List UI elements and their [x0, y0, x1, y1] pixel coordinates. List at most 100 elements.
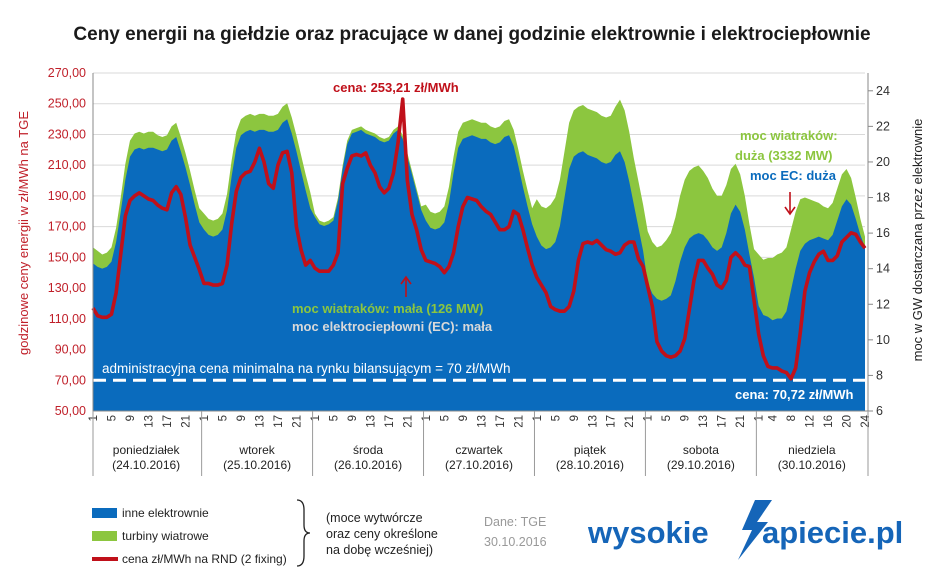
y-tick-right-label: 12 — [876, 297, 890, 311]
x-tick-label: 13 — [587, 415, 599, 428]
x-tick-label: 21 — [291, 415, 303, 428]
legend-brace — [296, 499, 311, 567]
x-tick-label: 1 — [310, 415, 322, 421]
y-axis-right-ticks: 6 8 10 12 14 16 18 20 22 24 — [868, 84, 890, 418]
legend: inne elektrownie turbiny wiatrowe cena z… — [92, 499, 438, 567]
y-tick-right-label: 18 — [876, 191, 890, 205]
x-tick-label: 1 — [643, 415, 655, 421]
x-tick-label: 17 — [717, 415, 729, 428]
y-tick-left-label: 130,00 — [48, 281, 86, 295]
x-tick-label: 9 — [680, 415, 692, 421]
day-name: wtorek — [238, 443, 275, 457]
x-tick-label: 9 — [236, 415, 248, 421]
logo: wysokie apiecie.pl — [587, 500, 903, 560]
min-price-line-label: administracyjna cena minimalna na rynku … — [102, 361, 511, 376]
day-name: sobota — [683, 443, 719, 457]
x-tick-label: 13 — [476, 415, 488, 428]
day-date: (27.10.2016) — [445, 458, 513, 472]
y-tick-right-label: 10 — [876, 333, 890, 347]
area-other-plants — [93, 119, 865, 411]
legend-item-1: inne elektrownie — [122, 506, 209, 520]
annotation-wind-small: moc wiatraków: mała (126 MW) — [292, 301, 483, 316]
x-tick-label: 17 — [495, 415, 507, 428]
legend-swatch-blue — [92, 508, 117, 518]
y-tick-left-label: 70,00 — [55, 373, 86, 387]
y-tick-right-label: 22 — [876, 119, 890, 133]
x-tick-label: 13 — [254, 415, 266, 428]
x-tick-label: 1 — [88, 415, 100, 421]
axes — [92, 73, 869, 412]
x-tick-label: 5 — [217, 415, 229, 421]
annotation-min-price: cena: 70,72 zł/MWh — [735, 387, 854, 402]
day-name: niedziela — [788, 443, 836, 457]
x-tick-label: 5 — [439, 415, 451, 421]
y-tick-left-label: 170,00 — [48, 220, 86, 234]
day-date: (29.10.2016) — [667, 458, 735, 472]
y-tick-right-label: 6 — [876, 404, 883, 418]
x-tick-label: 1 — [532, 415, 544, 421]
x-tick-label: 9 — [347, 415, 359, 421]
lightning-icon — [738, 500, 772, 560]
x-tick-label: 21 — [181, 415, 193, 428]
x-tick-label: 17 — [162, 415, 174, 428]
x-tick-label: 13 — [365, 415, 377, 428]
area-series — [93, 99, 865, 412]
x-tick-label: 17 — [273, 415, 285, 428]
y-tick-left-label: 50,00 — [55, 404, 86, 418]
chart-title: Ceny energii na giełdzie oraz pracujące … — [73, 24, 870, 45]
legend-item-3: cena zł/MWh na RND (2 fixing) — [122, 552, 287, 566]
y-tick-left-label: 270,00 — [48, 66, 86, 80]
source-label: Dane: TGE — [484, 515, 546, 529]
legend-note-2: oraz ceny określone — [326, 527, 438, 541]
day-labels: poniedziałek(24.10.2016) wtorek(25.10.201… — [92, 411, 869, 476]
logo-text-2: apiecie.pl — [762, 515, 903, 550]
legend-swatch-green — [92, 531, 117, 541]
y-tick-left-label: 190,00 — [48, 189, 86, 203]
day-name: środa — [353, 443, 383, 457]
arrow-up-icon — [400, 275, 412, 297]
y-tick-right-label: 8 — [876, 368, 883, 382]
x-tick-label: 9 — [458, 415, 470, 421]
day-name: poniedziałek — [113, 443, 181, 457]
y-tick-left-label: 90,00 — [55, 343, 86, 357]
y-tick-left-label: 250,00 — [48, 97, 86, 111]
x-tick-label: 21 — [624, 415, 636, 428]
day-date: (26.10.2016) — [334, 458, 402, 472]
y-tick-left-label: 110,00 — [49, 312, 86, 326]
y-tick-right-label: 14 — [876, 262, 890, 276]
x-tick-label: 5 — [328, 415, 340, 421]
annotation-ec-small: moc elektrociepłowni (EC): mała — [292, 319, 493, 334]
x-tick-label: 5 — [550, 415, 562, 421]
x-tick-label: 13 — [144, 415, 156, 428]
x-tick-label: 20 — [842, 415, 854, 428]
annotation-wind-large-1: moc wiatraków: — [740, 128, 838, 143]
x-axis-hour-ticks: 1 5 9 13 17 21 1 5 9 13 17 21 1 5 9 13 17 21 1 5 9 13 17 21 1 5 9 1… — [88, 414, 872, 427]
day-date: (24.10.2016) — [112, 458, 180, 472]
y-tick-left-label: 210,00 — [48, 158, 86, 172]
day-name: piątek — [574, 443, 607, 457]
legend-item-2: turbiny wiatrowe — [122, 529, 209, 543]
x-tick-label: 4 — [768, 414, 780, 421]
x-tick-label: 21 — [402, 415, 414, 428]
y-tick-left-label: 230,00 — [48, 127, 86, 141]
x-tick-label: 9 — [125, 415, 137, 421]
day-name: czwartek — [455, 443, 503, 457]
x-tick-label: 16 — [823, 415, 835, 428]
price-line-series — [91, 97, 867, 381]
logo-text-1: wysokie — [587, 515, 709, 550]
y-tick-right-label: 16 — [876, 226, 890, 240]
day-date: (30.10.2016) — [778, 458, 846, 472]
annotation-max-price: cena: 253,21 zł/MWh — [333, 80, 459, 95]
y-axis-left-ticks: 50,00 70,00 90,00 110,00 130,00 150,00 170,00 1… — [48, 66, 86, 418]
y-tick-right-label: 24 — [876, 84, 890, 98]
x-tick-label: 12 — [805, 415, 817, 428]
x-tick-label: 17 — [606, 415, 618, 428]
x-tick-label: 1 — [421, 415, 433, 421]
arrow-down-icon — [784, 192, 796, 216]
y-tick-right-label: 20 — [876, 155, 890, 169]
y-axis-left-label: godzinowe ceny energii w zł/MWh na TGE — [16, 111, 31, 355]
legend-note-1: (moce wytwórcze — [326, 511, 423, 525]
source-date: 30.10.2016 — [484, 535, 547, 549]
x-tick-label: 24 — [860, 414, 872, 427]
